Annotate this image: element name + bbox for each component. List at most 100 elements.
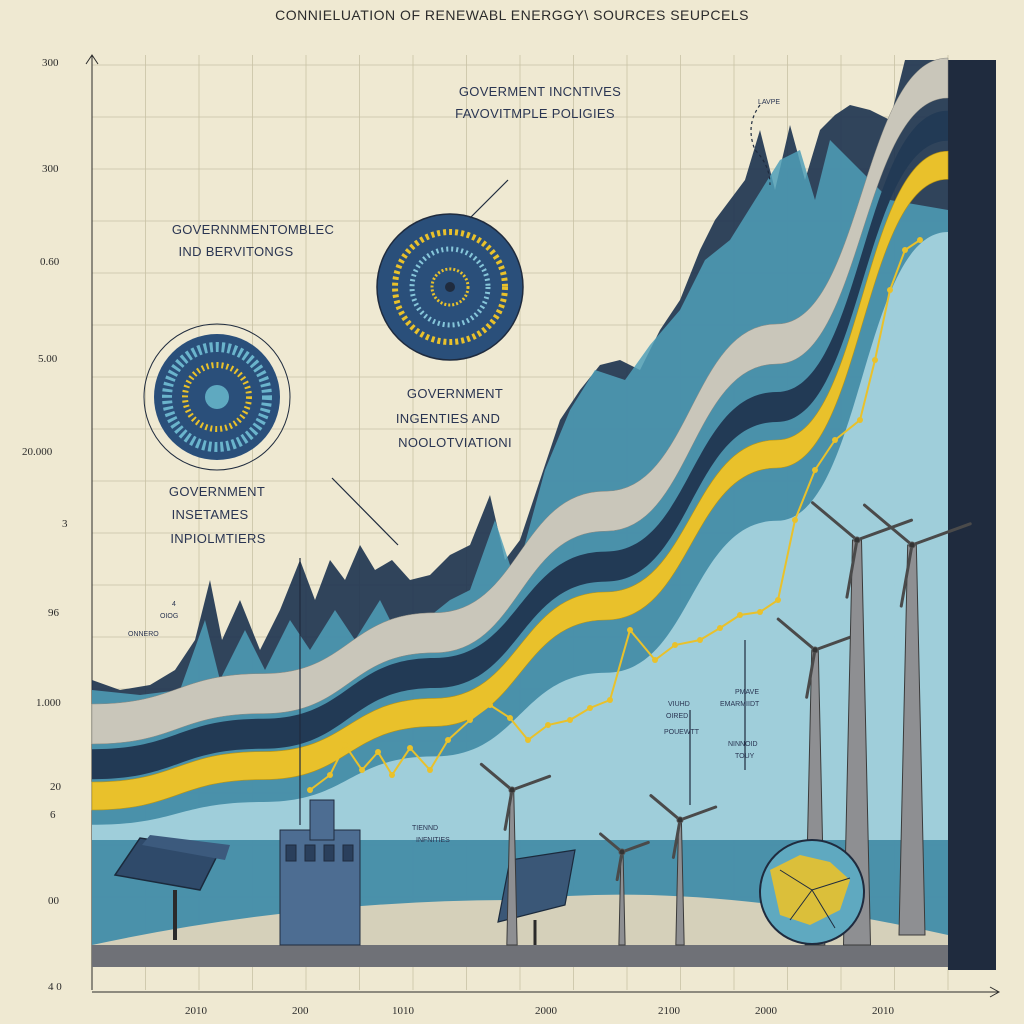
solar-panel-left (113, 835, 230, 940)
network-node (545, 722, 551, 728)
small-label: INFNITIES (416, 837, 450, 844)
small-label: OIOG (160, 613, 178, 620)
small-label: ONNERO (128, 631, 159, 638)
network-node (872, 357, 878, 363)
solar-panel-middle (497, 849, 576, 945)
network-node (507, 715, 513, 721)
y-tick-label: 20.000 (22, 446, 53, 458)
y-tick-labels: 300 300 0.60 5.00 20.000 3 96 1.000 20 6… (22, 57, 68, 993)
x-tick-label: 2100 (658, 1005, 681, 1017)
wind-turbines (479, 501, 972, 946)
network-node (812, 467, 818, 473)
ground-strip (92, 945, 948, 967)
y-tick-label: 00 (48, 895, 60, 907)
annotation-pointers (299, 104, 771, 825)
small-label: VIUHD (668, 701, 690, 708)
building-icon (279, 799, 361, 946)
annotation-text: GOVERNMENT (407, 386, 503, 401)
y-tick-label: 1.000 (36, 697, 61, 709)
annotation-text: IND BERVITONGS (179, 244, 294, 259)
y-tick-label: 6 (50, 809, 56, 821)
network-node (342, 742, 348, 748)
network-node (567, 717, 573, 723)
network-node (832, 437, 838, 443)
small-label: PMAVE (735, 689, 759, 696)
chart-title: CONNIELUATION OF RENEWABL ENERGGY\ SOURC… (275, 7, 749, 23)
y-tick-label: 96 (48, 607, 60, 619)
band-yellow (91, 150, 949, 811)
small-label: TOUY (735, 753, 755, 760)
y-tick-label: 300 (42, 57, 59, 69)
x-tick-label: 1010 (392, 1005, 415, 1017)
network-node (775, 597, 781, 603)
annotation-text: NOOLOTVIATIONI (398, 435, 512, 450)
wind-turbine (599, 832, 650, 946)
annotation-text: INPIOLMTIERS (170, 531, 265, 546)
y-tick-label: 5.00 (38, 353, 58, 365)
network-node (389, 772, 395, 778)
small-label: NINNOID (728, 741, 758, 748)
network-node (757, 609, 763, 615)
annotation-text: FAVOVITMPLE POLIGIES (455, 106, 615, 121)
wind-turbine (811, 501, 914, 946)
small-label: EMARMIIDT (720, 701, 760, 708)
network-node (697, 637, 703, 643)
network-node (587, 705, 593, 711)
network-node (375, 749, 381, 755)
network-nodes (307, 237, 923, 793)
network-node (627, 627, 633, 633)
annotation-text: INSETAMES (172, 507, 249, 522)
y-tick-label: 300 (42, 163, 59, 175)
network-node (717, 625, 723, 631)
right-band (948, 60, 996, 970)
network-node (407, 745, 413, 751)
network-node (652, 657, 658, 663)
small-label: OIRED (666, 713, 688, 720)
small-label: POUEWTT (664, 729, 700, 736)
band-lightblue (92, 232, 948, 840)
sun-icon (143, 323, 291, 471)
network-node (887, 287, 893, 293)
network-node (487, 702, 493, 708)
x-tick-labels: 2010 200 1010 2000 2100 2000 2010 (185, 1005, 895, 1017)
gear-icon (376, 213, 524, 361)
network-node (792, 517, 798, 523)
globe-icon (759, 839, 865, 945)
wind-turbine (863, 503, 972, 936)
network-node (525, 737, 531, 743)
small-label: TIENND (412, 825, 438, 832)
network-node (307, 787, 313, 793)
x-tick-label: 2010 (185, 1005, 208, 1017)
y-axis-arrow (85, 54, 99, 65)
x-axis-arrow (989, 986, 1001, 998)
network-node (445, 737, 451, 743)
band-gray (91, 57, 949, 745)
small-label: LAVPE (758, 99, 780, 106)
wind-turbine (479, 762, 552, 946)
annotation-text: GOVERNNMENTOMBLEC (172, 222, 334, 237)
annotation-text: GOVERMENT INCNTIVES (459, 84, 621, 99)
y-tick-label: 0.60 (40, 256, 60, 268)
network-node (427, 767, 433, 773)
annotation-text: INGENTIES AND (396, 411, 500, 426)
y-tick-label: 20 (50, 781, 62, 793)
x-tick-label: 2000 (755, 1005, 778, 1017)
y-tick-label: 3 (62, 518, 68, 530)
wind-turbine (649, 794, 718, 946)
network-node (902, 247, 908, 253)
y-tick-label: 4 0 (48, 981, 62, 993)
network-node (857, 417, 863, 423)
annotation-text: GOVERNMENT (169, 484, 265, 499)
x-tick-label: 200 (292, 1005, 309, 1017)
network-node (359, 767, 365, 773)
x-tick-label: 2010 (872, 1005, 895, 1017)
network-node (467, 717, 473, 723)
network-node (327, 772, 333, 778)
network-node (917, 237, 923, 243)
network-node (672, 642, 678, 648)
small-label: 4 (172, 601, 176, 608)
network-node (607, 697, 613, 703)
x-tick-label: 2000 (535, 1005, 558, 1017)
network-node (737, 612, 743, 618)
